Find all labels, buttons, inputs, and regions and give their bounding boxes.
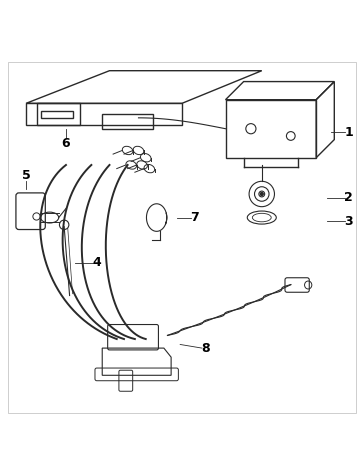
Circle shape (260, 192, 263, 195)
Text: 1: 1 (344, 126, 353, 139)
Text: 5: 5 (22, 170, 31, 182)
Text: 3: 3 (344, 215, 353, 228)
Text: 4: 4 (92, 256, 101, 269)
Text: 6: 6 (62, 137, 70, 150)
Text: 8: 8 (201, 342, 210, 355)
Text: 2: 2 (344, 191, 353, 204)
Bar (226, 100, 316, 158)
Text: 7: 7 (190, 211, 199, 224)
